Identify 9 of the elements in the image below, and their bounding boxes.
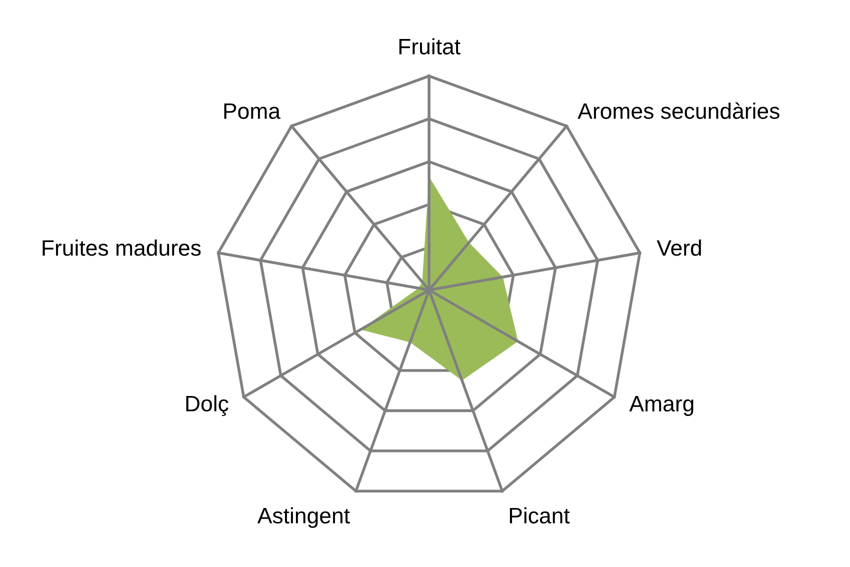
spoke-label: Verd: [656, 240, 701, 256]
spoke-label: Fruites madures: [42, 240, 201, 256]
spoke-label: Poma: [224, 103, 281, 119]
spoke-label: Dolç: [186, 395, 228, 416]
spoke-label: Amarg: [629, 396, 694, 416]
spoke-label: Fruitat: [399, 38, 460, 55]
spoke-label: Picant: [510, 507, 570, 524]
spoke-label: Astingent: [257, 507, 350, 528]
spoke-label: Aromes secundàries: [578, 102, 780, 119]
